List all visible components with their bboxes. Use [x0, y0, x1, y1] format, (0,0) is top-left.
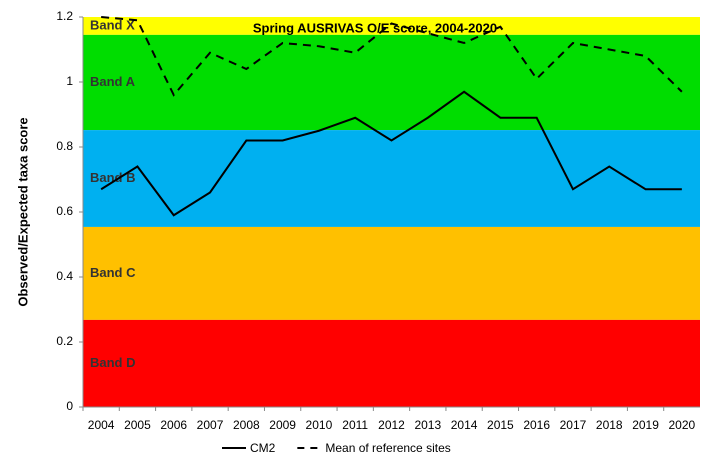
band — [83, 130, 700, 227]
x-tick-label: 2017 — [560, 418, 587, 432]
x-tick-label: 2011 — [342, 418, 368, 432]
band — [83, 319, 700, 407]
x-tick-label: 2013 — [414, 418, 441, 432]
y-tick-label: 0.8 — [56, 139, 73, 153]
y-tick-label: 1 — [66, 74, 73, 88]
x-tick-label: 2009 — [269, 418, 296, 432]
band — [83, 17, 700, 35]
x-tick-label: 2012 — [378, 418, 405, 432]
series-line — [100, 90, 682, 217]
y-tick-label: 0.6 — [56, 204, 73, 218]
legend-label: CM2 — [250, 441, 276, 455]
x-tick-label: 2015 — [487, 418, 514, 432]
series-line — [101, 16, 683, 97]
x-tick-label: 2018 — [596, 418, 623, 432]
x-tick-label: 2004 — [88, 418, 115, 432]
band-label: Band D — [90, 355, 136, 370]
x-tick-label: 2007 — [197, 418, 224, 432]
x-tick-label: 2019 — [632, 418, 659, 432]
x-tick-label: 2005 — [124, 418, 151, 432]
band-label: Band C — [90, 265, 136, 280]
band — [83, 34, 700, 131]
y-tick-label: 0 — [66, 399, 73, 413]
x-tick-label: 2014 — [451, 418, 478, 432]
x-tick-label: 2016 — [523, 418, 550, 432]
x-tick-label: 2006 — [160, 418, 187, 432]
band — [83, 226, 700, 320]
y-tick-label: 1.2 — [56, 9, 73, 23]
y-tick-label: 0.2 — [56, 334, 73, 348]
x-tick-label: 2008 — [233, 418, 260, 432]
y-tick-label: 0.4 — [56, 269, 73, 283]
x-tick-label: 2010 — [306, 418, 333, 432]
band-label: Band A — [90, 74, 136, 89]
legend-label: Mean of reference sites — [325, 441, 450, 455]
chart-title: Spring AUSRIVAS O/E score, 2004-2020 — [253, 20, 497, 35]
y-axis-label: Observed/Expected taxa score — [15, 117, 30, 306]
band-label: Band X — [90, 17, 135, 32]
x-tick-label: 2020 — [669, 418, 696, 432]
